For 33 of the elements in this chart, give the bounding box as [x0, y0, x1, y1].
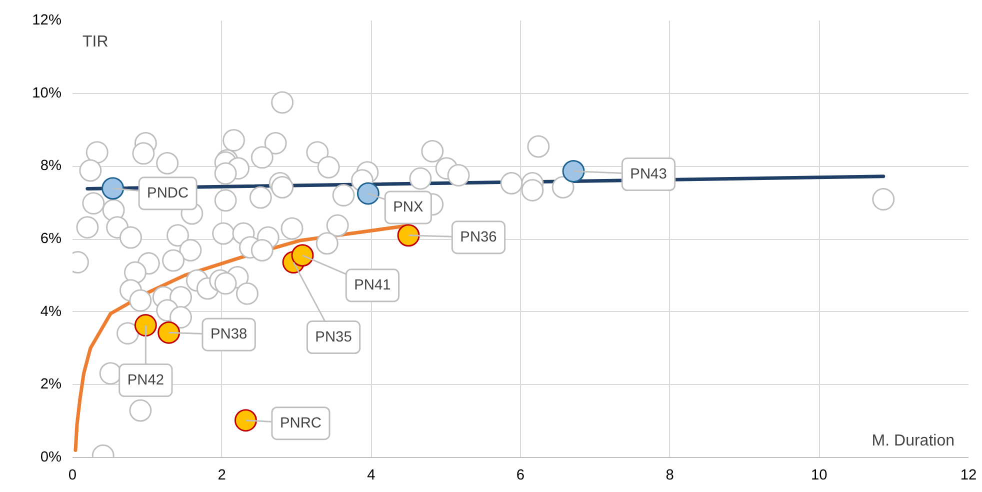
y-tick-label: 0% — [40, 450, 62, 466]
x-tick-label: 8 — [666, 468, 674, 484]
x-tick-label: 2 — [218, 468, 226, 484]
x-tick-label: 4 — [367, 468, 376, 484]
annotation: PNX — [393, 199, 424, 216]
point — [562, 160, 585, 182]
x-tick-label: 0 — [68, 468, 77, 484]
annotation: PN42 — [127, 372, 164, 388]
y-axis-title: TIR — [82, 34, 108, 50]
annotation: PN41 — [354, 277, 391, 294]
y-tick-label: 6% — [40, 231, 62, 247]
point — [234, 409, 257, 432]
point — [291, 244, 314, 267]
annotation: PN43 — [630, 166, 667, 182]
y-tick-label: 10% — [32, 85, 62, 102]
y-tick-label: 8% — [40, 158, 62, 174]
x-tick-label: 6 — [516, 468, 525, 484]
x-tick-label: 10 — [811, 468, 828, 484]
x-axis-title: M. Duration — [872, 432, 955, 450]
point — [397, 224, 420, 247]
point — [158, 321, 180, 344]
y-tick-label: 4% — [40, 304, 62, 320]
point — [356, 182, 380, 205]
annotation: PN35 — [315, 329, 352, 346]
y-tick-label: 12% — [32, 12, 62, 28]
annotation: PN36 — [460, 229, 497, 246]
annotation: PN38 — [210, 326, 248, 343]
point — [102, 177, 124, 200]
x-tick-label: 12 — [960, 468, 977, 484]
annotation: PNDC — [147, 185, 189, 202]
point — [134, 314, 157, 337]
y-tick-label: 2% — [40, 376, 62, 393]
annotation: PNRC — [280, 415, 322, 432]
